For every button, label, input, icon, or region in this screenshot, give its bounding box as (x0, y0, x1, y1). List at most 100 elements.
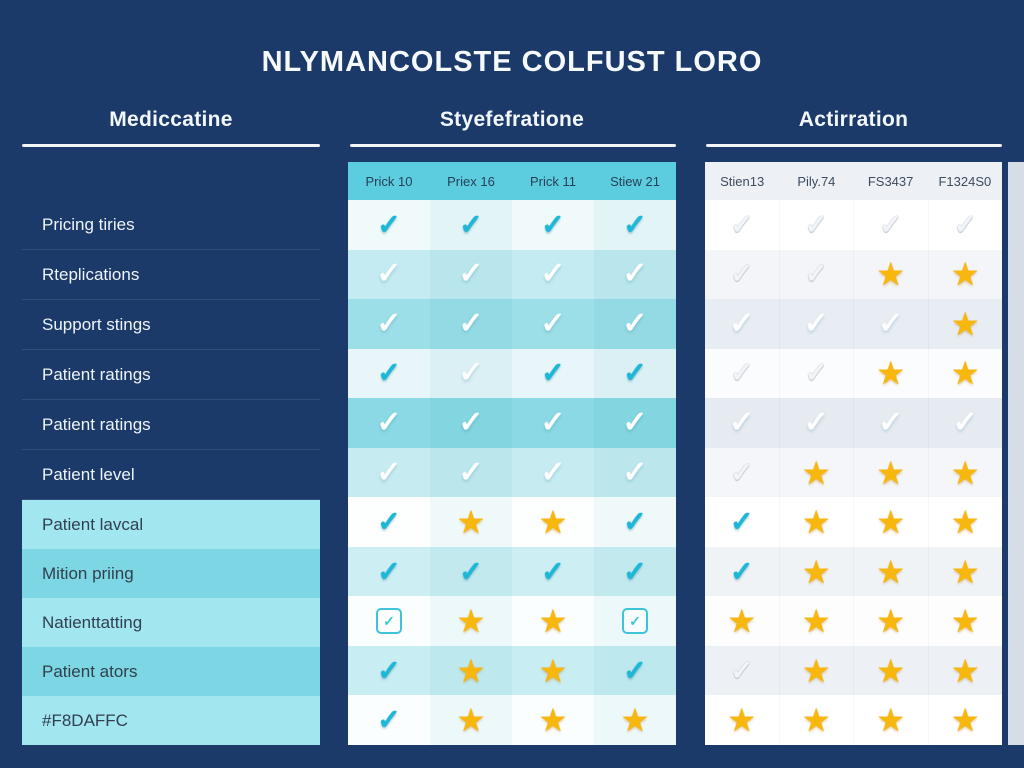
grid-cell: ★ (853, 497, 928, 547)
row-label: Patient ators (22, 647, 320, 696)
table-row: ✓ ★ ★ ★ (705, 447, 1003, 498)
row-label: #F8DAFFC (22, 696, 320, 745)
star-icon: ★ (538, 603, 568, 640)
star-icon: ★ (876, 702, 906, 739)
grid-cell: ✓ (348, 200, 430, 250)
section-header-activation: Actirration (798, 108, 909, 131)
table-row: ✓ ✓ ✓ ✓ (705, 200, 1002, 250)
check-white-icon: ✓ (952, 405, 978, 439)
check-white-icon: ✓ (729, 405, 755, 439)
grid-cell: ✓ (348, 250, 430, 300)
check-gray-icon: ✓ (730, 258, 754, 290)
grid-cell: ✓ (430, 547, 512, 597)
grid-cell: ★ (778, 695, 854, 746)
check-white-icon: ✓ (622, 257, 648, 291)
grid-cell: ★ (778, 596, 854, 646)
grid-cell: ★ (927, 348, 1003, 399)
grid-cell: ✓ (430, 398, 512, 448)
grid-cell: ✓ (512, 547, 594, 597)
check-white-icon: ✓ (458, 455, 484, 489)
table-row: ✓ ✓ ✓ ✓ (348, 398, 676, 448)
star-icon: ★ (950, 702, 980, 739)
check-gray-icon: ✓ (953, 208, 977, 240)
grid-cell: ★ (927, 299, 1003, 349)
check-cyan-icon: ✓ (541, 555, 565, 587)
check-cyan-icon: ✓ (623, 654, 647, 686)
check-gray-icon: ✓ (730, 456, 754, 488)
star-icon: ★ (538, 504, 568, 541)
grid-cell: ★ (512, 646, 594, 696)
star-icon: ★ (950, 305, 980, 342)
grid-cell: ✓ (430, 349, 512, 399)
grid-cell: ★ (927, 447, 1003, 498)
grid-cell: ★ (778, 447, 854, 498)
table-row: ✓ ✓ ✓ ✓ (348, 546, 676, 597)
check-white-icon: ✓ (622, 405, 648, 439)
check-white-icon: ✓ (878, 306, 904, 340)
star-icon: ★ (876, 652, 906, 689)
cropped-column-sliver (1008, 162, 1024, 745)
star-icon: ★ (801, 504, 831, 541)
table-row: ★ ★ ★ ★ (705, 596, 1002, 646)
check-cyan-icon: ✓ (377, 208, 401, 240)
check-white-icon: ✓ (458, 257, 484, 291)
star-icon: ★ (950, 603, 980, 640)
star-icon: ★ (727, 702, 757, 739)
check-white-icon: ✓ (376, 306, 402, 340)
grid-cell: ✓ (927, 398, 1003, 448)
middle-table-header-row: Prick 10 Priex 16 Prick 11 Stiew 21 (348, 162, 676, 200)
star-icon: ★ (620, 702, 650, 739)
grid-cell: ✓ (778, 249, 854, 300)
check-cyan-icon: ✓ (623, 357, 647, 389)
check-white-icon: ✓ (540, 405, 566, 439)
star-icon: ★ (876, 454, 906, 491)
row-label: Pricing tiries (22, 200, 320, 250)
grid-cell: ★ (430, 497, 512, 547)
grid-cell: ✓ (778, 398, 854, 448)
check-cyan-icon: ✓ (623, 555, 647, 587)
check-white-icon: ✓ (729, 306, 755, 340)
check-white-icon: ✓ (376, 455, 402, 489)
star-icon: ★ (538, 652, 568, 689)
check-cyan-icon: ✓ (623, 208, 647, 240)
check-gray-icon: ✓ (804, 258, 828, 290)
grid-cell: ✓ (705, 448, 779, 498)
star-icon: ★ (950, 454, 980, 491)
grid-cell: ✓ (512, 398, 594, 448)
star-icon: ★ (801, 652, 831, 689)
table-row: ✓ ✓ ★ ★ (705, 348, 1003, 399)
grid-cell: ✓ (853, 299, 928, 349)
check-cyan-icon: ✓ (377, 654, 401, 686)
column-header: Pily.74 (797, 173, 836, 189)
table-row: ✓ ★ ★ ★ (705, 546, 1002, 597)
checkbox-icon: ✓ (376, 608, 402, 635)
grid-cell: ★ (853, 447, 928, 498)
star-icon: ★ (876, 553, 906, 590)
grid-cell: ★ (512, 596, 594, 646)
column-header: F1324S0 (938, 173, 992, 189)
star-icon: ★ (801, 454, 831, 491)
table-row: ✓ ✓ ✓ ✓ (348, 348, 676, 399)
table-row: ✓ ★ ★ ★ (705, 497, 1002, 547)
check-cyan-icon: ✓ (623, 506, 647, 538)
check-white-icon: ✓ (458, 306, 484, 340)
check-white-icon: ✓ (376, 405, 402, 439)
check-cyan-icon: ✓ (377, 704, 401, 736)
star-icon: ★ (950, 504, 980, 541)
right-comparison-table: Stien13 Pily.74 FS3437 F1324S0 ✓ ✓ ✓ ✓ ✓ ✓ ★ ★ ✓… (705, 162, 1003, 746)
grid-cell: ✓ (512, 349, 594, 399)
grid-cell: ★ (853, 348, 928, 399)
row-label: Patient ratings (22, 350, 320, 400)
row-label: Patient ratings (22, 400, 320, 450)
star-icon: ★ (876, 504, 906, 541)
star-icon: ★ (801, 553, 831, 590)
star-icon: ★ (950, 553, 980, 590)
grid-cell: ✓ (512, 200, 594, 250)
check-cyan-icon: ✓ (377, 506, 401, 538)
table-row: ✓ ✓ ✓ ✓ (348, 249, 676, 300)
grid-cell: ★ (705, 695, 779, 745)
check-cyan-icon: ✓ (377, 555, 401, 587)
star-icon: ★ (876, 256, 906, 293)
grid-cell: ✓ (348, 497, 430, 547)
check-white-icon: ✓ (622, 455, 648, 489)
